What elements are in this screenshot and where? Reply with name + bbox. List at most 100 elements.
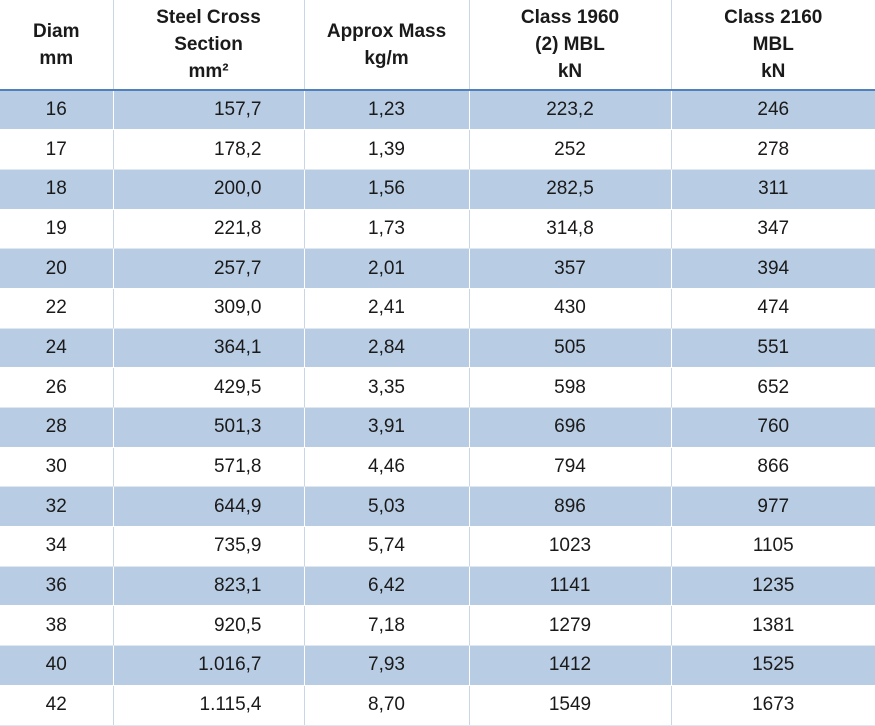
cell-diameter: 17 bbox=[0, 130, 113, 170]
cell-mbl-2160: 278 bbox=[671, 130, 875, 170]
cell-mbl-1960: 598 bbox=[469, 368, 671, 408]
cell-mbl-1960: 896 bbox=[469, 487, 671, 527]
cell-mbl-1960: 696 bbox=[469, 408, 671, 448]
cell-mbl-1960: 794 bbox=[469, 447, 671, 487]
table-row: 38 920,5 7,18 1279 1381 bbox=[0, 606, 875, 646]
cell-diameter: 24 bbox=[0, 328, 113, 368]
cell-mbl-1960: 314,8 bbox=[469, 209, 671, 249]
cell-cross-section: 920,5 bbox=[113, 606, 304, 646]
cell-mbl-2160: 652 bbox=[671, 368, 875, 408]
cell-mass: 2,84 bbox=[304, 328, 469, 368]
table-row: 17 178,2 1,39 252 278 bbox=[0, 130, 875, 170]
cell-mbl-1960: 1412 bbox=[469, 646, 671, 686]
header-line: Class 2160 bbox=[672, 4, 875, 31]
cell-diameter: 42 bbox=[0, 685, 113, 725]
cell-mass: 4,46 bbox=[304, 447, 469, 487]
cell-cross-section: 429,5 bbox=[113, 368, 304, 408]
cell-diameter: 34 bbox=[0, 527, 113, 567]
table-row: 30 571,8 4,46 794 866 bbox=[0, 447, 875, 487]
cell-mbl-2160: 394 bbox=[671, 249, 875, 289]
header-line: Diam bbox=[0, 18, 113, 45]
cell-mbl-2160: 246 bbox=[671, 90, 875, 130]
table-row: 26 429,5 3,35 598 652 bbox=[0, 368, 875, 408]
table-row: 36 823,1 6,42 1141 1235 bbox=[0, 566, 875, 606]
cell-cross-section: 309,0 bbox=[113, 288, 304, 328]
cell-mass: 1,73 bbox=[304, 209, 469, 249]
cell-mbl-2160: 1235 bbox=[671, 566, 875, 606]
cell-cross-section: 1.115,4 bbox=[113, 685, 304, 725]
cell-diameter: 40 bbox=[0, 646, 113, 686]
table-header: Diam mm Steel Cross Section mm² Approx M… bbox=[0, 0, 875, 90]
cell-mass: 1,56 bbox=[304, 169, 469, 209]
cell-mbl-1960: 1549 bbox=[469, 685, 671, 725]
cell-cross-section: 364,1 bbox=[113, 328, 304, 368]
table-row: 40 1.016,7 7,93 1412 1525 bbox=[0, 646, 875, 686]
cell-cross-section: 178,2 bbox=[113, 130, 304, 170]
header-line: (2) MBL bbox=[470, 31, 671, 58]
header-line: Section bbox=[114, 31, 304, 58]
table-body: 16 157,7 1,23 223,2 246 17 178,2 1,39 25… bbox=[0, 90, 875, 725]
cell-cross-section: 735,9 bbox=[113, 527, 304, 567]
cell-mbl-1960: 1023 bbox=[469, 527, 671, 567]
header-line: mm² bbox=[114, 58, 304, 85]
cell-diameter: 20 bbox=[0, 249, 113, 289]
table-row: 18 200,0 1,56 282,5 311 bbox=[0, 169, 875, 209]
cell-cross-section: 501,3 bbox=[113, 408, 304, 448]
table-row: 24 364,1 2,84 505 551 bbox=[0, 328, 875, 368]
table-row: 16 157,7 1,23 223,2 246 bbox=[0, 90, 875, 130]
cell-mbl-1960: 357 bbox=[469, 249, 671, 289]
cell-cross-section: 571,8 bbox=[113, 447, 304, 487]
cell-mass: 5,03 bbox=[304, 487, 469, 527]
table-row: 22 309,0 2,41 430 474 bbox=[0, 288, 875, 328]
header-steel-cross-section: Steel Cross Section mm² bbox=[113, 0, 304, 90]
cell-diameter: 28 bbox=[0, 408, 113, 448]
cell-mass: 8,70 bbox=[304, 685, 469, 725]
cell-mbl-2160: 760 bbox=[671, 408, 875, 448]
cell-mbl-2160: 866 bbox=[671, 447, 875, 487]
cell-mbl-1960: 430 bbox=[469, 288, 671, 328]
header-line: Approx Mass bbox=[305, 18, 469, 45]
cell-mbl-2160: 1525 bbox=[671, 646, 875, 686]
cell-mbl-1960: 1279 bbox=[469, 606, 671, 646]
header-class-2160: Class 2160 MBL kN bbox=[671, 0, 875, 90]
cell-mbl-2160: 1381 bbox=[671, 606, 875, 646]
header-line: mm bbox=[0, 45, 113, 72]
cell-diameter: 32 bbox=[0, 487, 113, 527]
cell-mbl-1960: 223,2 bbox=[469, 90, 671, 130]
cell-diameter: 16 bbox=[0, 90, 113, 130]
cell-mbl-2160: 347 bbox=[671, 209, 875, 249]
cell-cross-section: 221,8 bbox=[113, 209, 304, 249]
cell-cross-section: 1.016,7 bbox=[113, 646, 304, 686]
cell-mass: 2,41 bbox=[304, 288, 469, 328]
cell-cross-section: 200,0 bbox=[113, 169, 304, 209]
header-line: MBL bbox=[672, 31, 875, 58]
cell-mass: 2,01 bbox=[304, 249, 469, 289]
cell-mass: 7,93 bbox=[304, 646, 469, 686]
cell-diameter: 36 bbox=[0, 566, 113, 606]
header-approx-mass: Approx Mass kg/m bbox=[304, 0, 469, 90]
cell-mass: 5,74 bbox=[304, 527, 469, 567]
cell-mbl-2160: 977 bbox=[671, 487, 875, 527]
cell-mbl-2160: 474 bbox=[671, 288, 875, 328]
cell-mass: 6,42 bbox=[304, 566, 469, 606]
cell-diameter: 38 bbox=[0, 606, 113, 646]
cell-cross-section: 823,1 bbox=[113, 566, 304, 606]
header-line: kN bbox=[470, 58, 671, 85]
header-line: kg/m bbox=[305, 45, 469, 72]
cell-diameter: 26 bbox=[0, 368, 113, 408]
table-row: 19 221,8 1,73 314,8 347 bbox=[0, 209, 875, 249]
cell-mbl-2160: 311 bbox=[671, 169, 875, 209]
cell-diameter: 18 bbox=[0, 169, 113, 209]
header-class-1960: Class 1960 (2) MBL kN bbox=[469, 0, 671, 90]
cell-cross-section: 257,7 bbox=[113, 249, 304, 289]
header-diameter: Diam mm bbox=[0, 0, 113, 90]
header-line: Steel Cross bbox=[114, 4, 304, 31]
cell-mbl-1960: 1141 bbox=[469, 566, 671, 606]
cell-mass: 7,18 bbox=[304, 606, 469, 646]
cell-mass: 3,35 bbox=[304, 368, 469, 408]
header-row: Diam mm Steel Cross Section mm² Approx M… bbox=[0, 0, 875, 90]
cell-mbl-2160: 1673 bbox=[671, 685, 875, 725]
table-row: 28 501,3 3,91 696 760 bbox=[0, 408, 875, 448]
table-row: 32 644,9 5,03 896 977 bbox=[0, 487, 875, 527]
